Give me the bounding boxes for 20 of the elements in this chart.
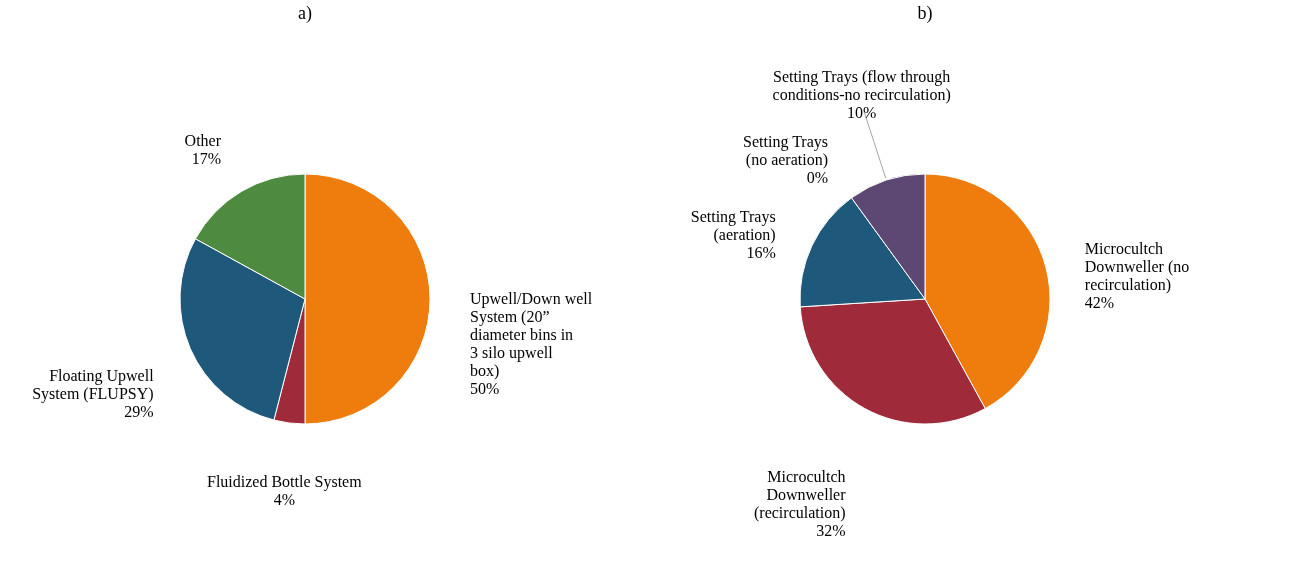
data-label: 10%: [846, 103, 877, 121]
chart-title: b): [917, 3, 933, 24]
data-label: 4%: [273, 490, 295, 508]
slice-label: Upwell/Down well System (20” diameter bins in 3 silo upwell box): [470, 290, 593, 380]
data-label: 16%: [746, 243, 776, 261]
slice-label: Floating Upwell System (FLUPSY): [32, 366, 155, 403]
slice-label: Fluidized Bottle System: [206, 472, 363, 491]
slice-label: Other: [184, 131, 222, 149]
slice-label: Microcultch Downweller (no recirculation): [1084, 239, 1190, 294]
slice-label: Setting Trays (flow through conditions-no recirculation): [772, 67, 951, 104]
data-label: 42%: [1084, 293, 1115, 311]
data-label: 29%: [124, 402, 154, 420]
slice-label: Setting Trays (aeration): [690, 207, 776, 244]
data-label: 50%: [470, 380, 500, 397]
chart-title: a): [298, 3, 312, 24]
text: 0%: [806, 169, 829, 187]
category-label: Setting Trays (no aeration): [743, 133, 829, 169]
data-label: 17%: [191, 149, 222, 167]
data-label: 32%: [816, 521, 846, 539]
slice-label: Microcultch Downweller (recirculation): [754, 467, 847, 522]
